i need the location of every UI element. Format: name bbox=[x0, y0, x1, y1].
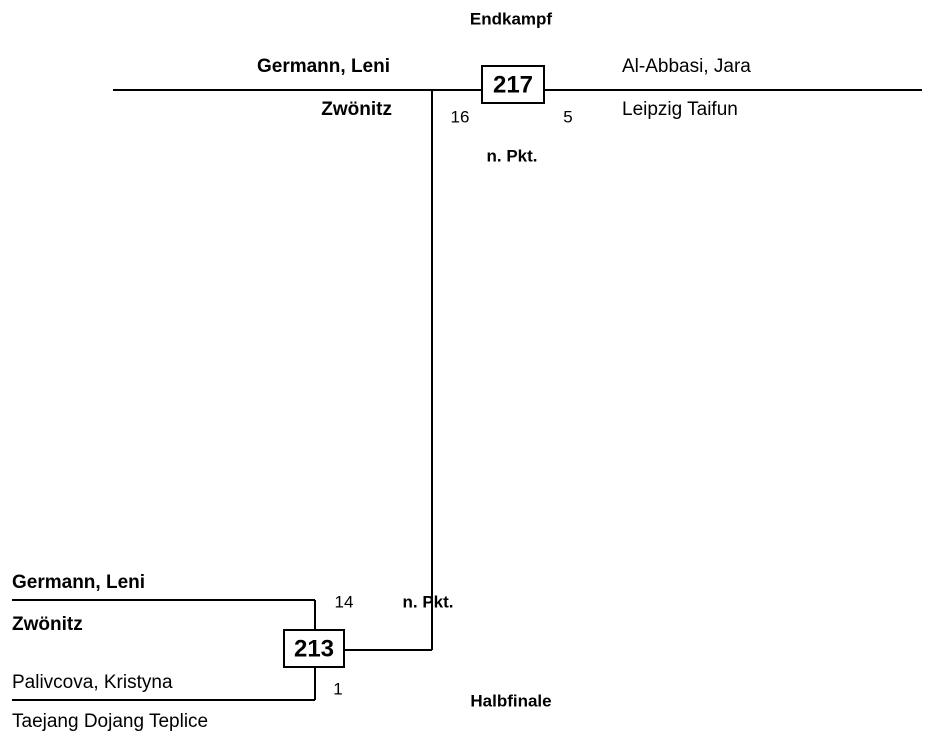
match-number: 213 bbox=[294, 635, 334, 662]
score: 1 bbox=[333, 679, 342, 698]
player-club: Leipzig Taifun bbox=[622, 99, 738, 120]
round-title: Endkampf bbox=[470, 9, 553, 28]
player-name: Palivcova, Kristyna bbox=[12, 672, 173, 693]
player-name: Al-Abbasi, Jara bbox=[622, 56, 751, 77]
score: 16 bbox=[451, 107, 470, 126]
player-club: Taejang Dojang Teplice bbox=[12, 711, 208, 732]
result: n. Pkt. bbox=[402, 592, 453, 611]
player-club: Zwönitz bbox=[12, 614, 83, 635]
match-box bbox=[481, 65, 545, 104]
score: 5 bbox=[563, 107, 572, 126]
score: 14 bbox=[335, 592, 354, 611]
player-name: Germann, Leni bbox=[257, 56, 390, 77]
result: n. Pkt. bbox=[486, 146, 537, 165]
match-box bbox=[283, 629, 345, 668]
player-club: Zwönitz bbox=[321, 99, 392, 120]
player-name: Germann, Leni bbox=[12, 572, 145, 593]
match-number: 217 bbox=[493, 71, 533, 98]
round-title: Halbfinale bbox=[470, 691, 551, 710]
